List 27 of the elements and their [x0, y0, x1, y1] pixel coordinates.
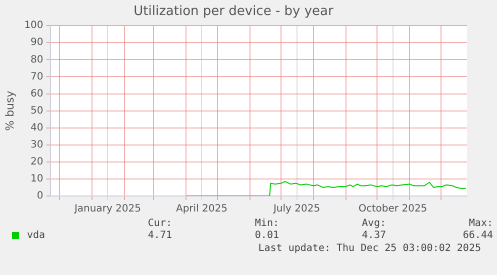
- y-tick-label: 50: [30, 105, 44, 116]
- text: 4.37: [360, 230, 386, 241]
- x-tick-label: April 2025: [176, 204, 228, 215]
- y-tick-label: 80: [30, 54, 44, 66]
- y-tick-label: 20: [30, 156, 44, 168]
- text: 0.01: [254, 230, 279, 241]
- text: 66.44: [462, 230, 493, 241]
- y-tick-label: 90: [30, 37, 44, 48]
- y-tick-label: 70: [30, 71, 44, 82]
- y-axis-title: % busy: [3, 90, 16, 131]
- y-tick-label: 10: [30, 174, 44, 185]
- y-tick-label: 0: [36, 190, 44, 202]
- text: Cur:: [146, 218, 172, 229]
- text: Min:: [254, 218, 279, 229]
- text: 4.71: [146, 230, 172, 241]
- x-tick-label: January 2025: [73, 204, 141, 215]
- text: Last update: Thu Dec 25 03:00:02 2025: [257, 242, 482, 254]
- y-tick-label: 60: [30, 88, 44, 100]
- chart-title: Utilization per device - by year: [134, 4, 334, 20]
- text: Max:: [468, 218, 493, 229]
- y-tick-label: 30: [30, 139, 44, 150]
- x-tick-label: July 2025: [272, 204, 320, 215]
- y-tick-label: 40: [30, 122, 44, 134]
- y-tick-label: 100: [24, 20, 44, 32]
- x-tick-label: October 2025: [358, 204, 428, 215]
- text: Avg:: [360, 218, 386, 229]
- legend-label: vda: [27, 230, 46, 241]
